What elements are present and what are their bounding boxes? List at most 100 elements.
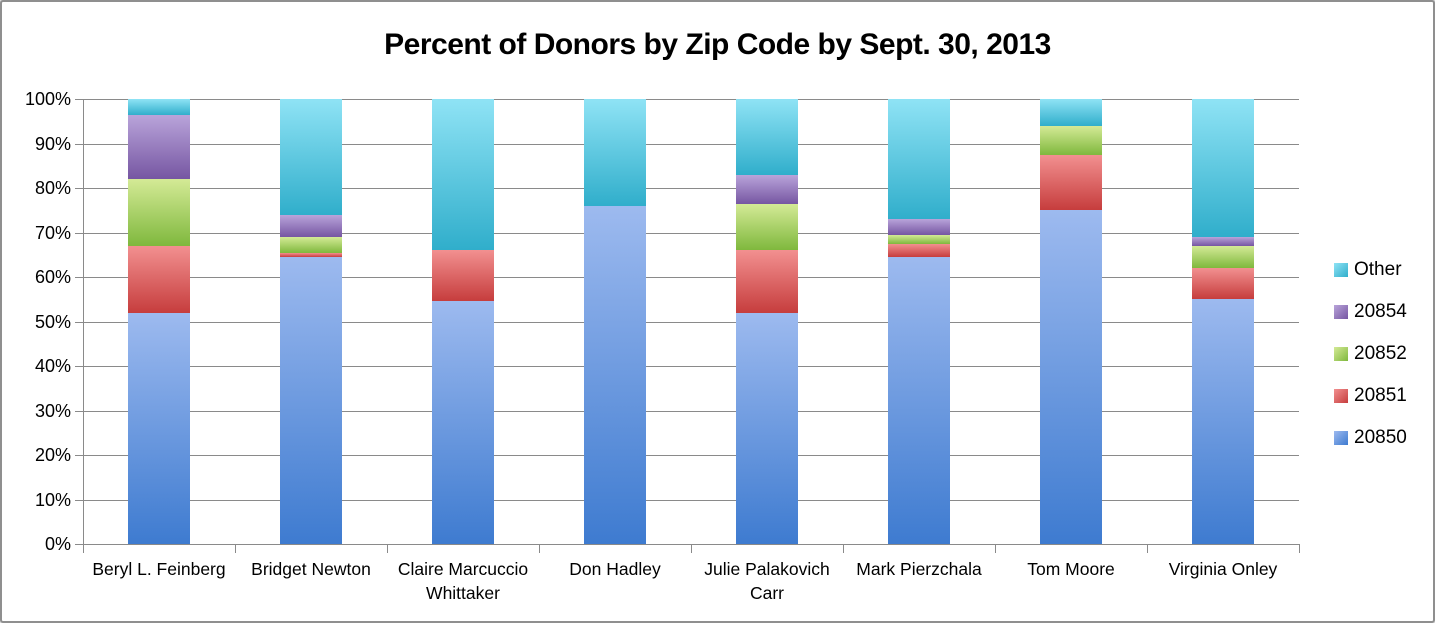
legend-item-20852: 20852 bbox=[1334, 333, 1407, 375]
y-axis-label: 80% bbox=[34, 178, 71, 198]
y-axis-label: 30% bbox=[34, 400, 71, 421]
bar-segment-bridget-newton-20854 bbox=[280, 214, 342, 237]
bar-segment-julie-palakovich-carr-20851 bbox=[736, 250, 798, 313]
legend-swatch-20852 bbox=[1334, 347, 1348, 361]
bar-bridget-newton bbox=[280, 99, 342, 544]
legend-label-20850: 20850 bbox=[1354, 427, 1407, 448]
legend-label-other: Other bbox=[1354, 259, 1402, 280]
gridline-90 bbox=[83, 143, 1299, 145]
bar-segment-virginia-onley-20850 bbox=[1192, 299, 1254, 544]
bar-julie-palakovich-carr bbox=[736, 99, 798, 544]
y-axis-label: 0% bbox=[44, 534, 71, 554]
gridline-10 bbox=[83, 499, 1299, 501]
gridline-80 bbox=[83, 188, 1299, 189]
bar-segment-tom-moore-20852 bbox=[1040, 125, 1102, 155]
bar-segment-don-hadley-20850 bbox=[584, 205, 646, 544]
x-axis-label-bridget-newton: Bridget Newton bbox=[251, 559, 371, 579]
y-axis-line bbox=[83, 99, 84, 553]
y-axis-tick bbox=[75, 410, 83, 412]
legend-label-20851: 20851 bbox=[1354, 385, 1407, 406]
bar-segment-beryl-l-feinberg-other bbox=[128, 99, 190, 115]
legend: Other 20854 20852 20851 20850 bbox=[1334, 249, 1407, 459]
bar-segment-mark-pierzchala-20851 bbox=[888, 243, 950, 257]
y-axis-tick bbox=[75, 321, 83, 323]
y-axis-label: 60% bbox=[34, 267, 71, 287]
bar-segment-claire-marcuccio-whittaker-20851 bbox=[432, 250, 494, 302]
legend-swatch-other bbox=[1334, 263, 1348, 277]
legend-swatch-20854 bbox=[1334, 305, 1348, 319]
y-axis-label: 100% bbox=[24, 89, 71, 109]
y-axis-label: 90% bbox=[34, 133, 71, 154]
bar-segment-virginia-onley-20851 bbox=[1192, 268, 1254, 300]
x-axis-label-beryl-l-feinberg: Beryl L. Feinberg bbox=[92, 559, 226, 579]
gridline-100 bbox=[83, 99, 1299, 100]
gridline-60 bbox=[83, 277, 1299, 278]
gridline-70 bbox=[83, 232, 1299, 234]
legend-label-20852: 20852 bbox=[1354, 343, 1407, 364]
bar-virginia-onley bbox=[1192, 99, 1254, 544]
gridline-30 bbox=[83, 410, 1299, 412]
bar-tom-moore bbox=[1040, 99, 1102, 544]
y-axis-tick bbox=[75, 277, 83, 278]
gridline-50 bbox=[83, 321, 1299, 323]
y-axis-tick bbox=[75, 232, 83, 234]
bar-segment-julie-palakovich-carr-20852 bbox=[736, 203, 798, 251]
x-axis-tick bbox=[83, 544, 84, 553]
bar-segment-bridget-newton-other bbox=[280, 99, 342, 215]
gridline-20 bbox=[83, 455, 1299, 456]
bar-segment-bridget-newton-20850 bbox=[280, 256, 342, 544]
bar-segment-claire-marcuccio-whittaker-20850 bbox=[432, 301, 494, 544]
bar-segment-bridget-newton-20852 bbox=[280, 236, 342, 253]
x-axis-label-julie-palakovich-carr: Julie Palakovich Carr bbox=[704, 559, 830, 604]
y-axis-label: 70% bbox=[34, 222, 71, 243]
bar-segment-virginia-onley-20852 bbox=[1192, 245, 1254, 269]
bar-segment-beryl-l-feinberg-20850 bbox=[128, 312, 190, 544]
bar-segment-julie-palakovich-carr-20850 bbox=[736, 312, 798, 544]
y-axis-tick bbox=[75, 366, 83, 367]
legend-label-20854: 20854 bbox=[1354, 301, 1407, 322]
x-axis-tick bbox=[539, 544, 540, 553]
y-axis-tick bbox=[75, 99, 83, 100]
y-axis-tick bbox=[75, 499, 83, 501]
x-axis-tick bbox=[387, 544, 388, 553]
y-axis-tick bbox=[75, 188, 83, 189]
bar-segment-mark-pierzchala-other bbox=[888, 99, 950, 220]
bar-segment-tom-moore-other bbox=[1040, 99, 1102, 126]
legend-item-20851: 20851 bbox=[1334, 375, 1407, 417]
legend-item-20850: 20850 bbox=[1334, 417, 1407, 459]
bar-segment-virginia-onley-other bbox=[1192, 99, 1254, 237]
x-axis-label-virginia-onley: Virginia Onley bbox=[1168, 559, 1278, 579]
x-axis-label-don-hadley: Don Hadley bbox=[569, 559, 661, 579]
legend-swatch-20850 bbox=[1334, 431, 1348, 445]
x-axis-tick bbox=[1299, 544, 1300, 553]
bar-segment-tom-moore-20850 bbox=[1040, 210, 1102, 544]
bar-don-hadley bbox=[584, 99, 646, 544]
x-axis-label-tom-moore: Tom Moore bbox=[1027, 559, 1115, 579]
gridline-40 bbox=[83, 366, 1299, 367]
y-axis-tick bbox=[75, 143, 83, 145]
y-axis-tick bbox=[75, 455, 83, 456]
bar-beryl-l-feinberg bbox=[128, 99, 190, 544]
bar-segment-bridget-newton-20851 bbox=[280, 252, 342, 257]
legend-swatch-20851 bbox=[1334, 389, 1348, 403]
chart-title: Percent of Donors by Zip Code by Sept. 3… bbox=[384, 28, 1051, 61]
bar-segment-beryl-l-feinberg-20851 bbox=[128, 245, 190, 313]
bar-segment-virginia-onley-20854 bbox=[1192, 236, 1254, 246]
legend-item-20854: 20854 bbox=[1334, 291, 1407, 333]
bar-segment-tom-moore-20851 bbox=[1040, 154, 1102, 211]
bar-segment-beryl-l-feinberg-20852 bbox=[128, 179, 190, 246]
x-axis-label-mark-pierzchala: Mark Pierzchala bbox=[856, 559, 982, 579]
y-axis-label: 50% bbox=[34, 311, 71, 332]
y-axis-label: 10% bbox=[34, 489, 71, 510]
x-axis-tick bbox=[691, 544, 692, 553]
legend-item-other: Other bbox=[1334, 249, 1407, 291]
bar-segment-don-hadley-other bbox=[584, 99, 646, 206]
bar-segment-beryl-l-feinberg-20854 bbox=[128, 114, 190, 180]
bar-mark-pierzchala bbox=[888, 99, 950, 544]
x-axis-label-claire-marcuccio-whittaker: Claire Marcuccio Whittaker bbox=[397, 559, 529, 604]
y-axis-label: 20% bbox=[34, 445, 71, 465]
x-axis-tick bbox=[995, 544, 996, 553]
x-axis-tick bbox=[235, 544, 236, 553]
